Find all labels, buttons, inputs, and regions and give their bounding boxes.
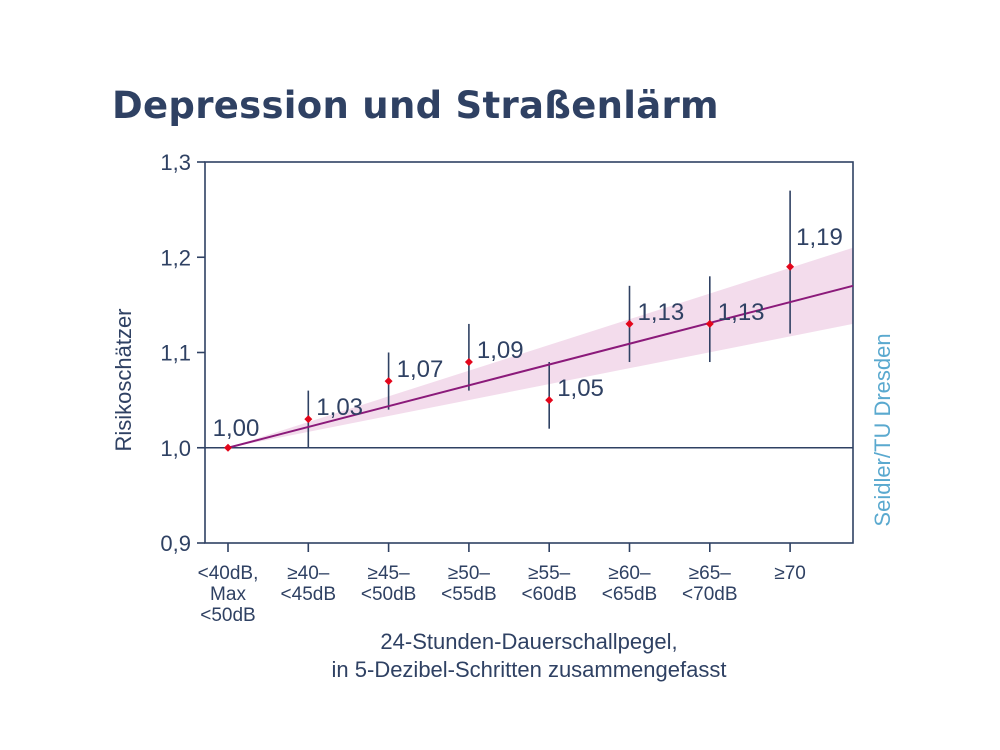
data-point (705, 319, 714, 328)
data-label: 1,19 (796, 224, 843, 251)
data-label: 1,13 (718, 299, 765, 326)
x-axis-title: 24-Stunden-Dauerschallpegel, (380, 629, 677, 654)
y-tick-label: 1,3 (160, 150, 191, 175)
x-tick-label: ≥60– (608, 563, 651, 584)
x-tick-label: <70dB (682, 584, 737, 605)
data-point (384, 377, 393, 386)
trend-line (227, 284, 854, 449)
x-tick-label: ≥45– (368, 563, 411, 584)
x-tick-label: ≥70 (774, 563, 806, 584)
x-tick-label: <60dB (521, 584, 576, 605)
y-axis-title: Risikoschätzer (111, 308, 136, 451)
trend-confidence-band (228, 247, 853, 448)
titles-group: Risikoschätzer 24-Stunden-Dauerschallpege… (111, 308, 895, 682)
x-tick-label: Max (210, 584, 246, 605)
y-tick-label: 1,0 (160, 436, 191, 461)
x-tick-label: ≥55– (528, 563, 571, 584)
data-point (625, 319, 634, 328)
data-point (545, 396, 554, 405)
data-label: 1,07 (397, 356, 444, 383)
data-label: 1,05 (557, 375, 604, 402)
x-tick-label: <45dB (281, 584, 336, 605)
x-tick-label: ≥65– (689, 563, 732, 584)
data-label: 1,13 (638, 299, 685, 326)
data-point (304, 415, 313, 424)
x-tick-label: ≥50– (448, 563, 491, 584)
x-tick-label: <50dB (200, 605, 255, 626)
y-tick-label: 1,2 (160, 245, 191, 270)
ticks-group: 0,91,01,11,21,3<40dB,Max<50dB≥40–<45dB≥4… (160, 150, 805, 626)
trend-band-group (228, 247, 853, 448)
data-label: 1,09 (477, 337, 524, 364)
data-point (786, 262, 795, 271)
x-tick-label: <50dB (361, 584, 416, 605)
y-tick-label: 1,1 (160, 341, 191, 366)
y-tick-label: 0,9 (160, 531, 191, 556)
data-point (224, 443, 232, 452)
labels-group: 1,00 1,03 1,07 1,09 1,05 1,13 1,13 1,19 (213, 224, 843, 442)
trend-group (227, 284, 854, 449)
x-tick-label: <65dB (602, 584, 657, 605)
credit-text: Seidler/TU Dresden (870, 333, 895, 526)
x-tick-label: ≥40– (287, 563, 330, 584)
data-point (464, 358, 473, 367)
x-tick-label: <40dB, (198, 563, 259, 584)
points-group (224, 262, 795, 452)
x-axis-title: in 5-Dezibel-Schritten zusammengefasst (332, 657, 727, 682)
data-label: 1,00 (213, 415, 260, 442)
chart-title: Depression und Straßenlärm (112, 84, 719, 127)
x-tick-label: <55dB (441, 584, 496, 605)
data-label: 1,03 (316, 394, 363, 421)
